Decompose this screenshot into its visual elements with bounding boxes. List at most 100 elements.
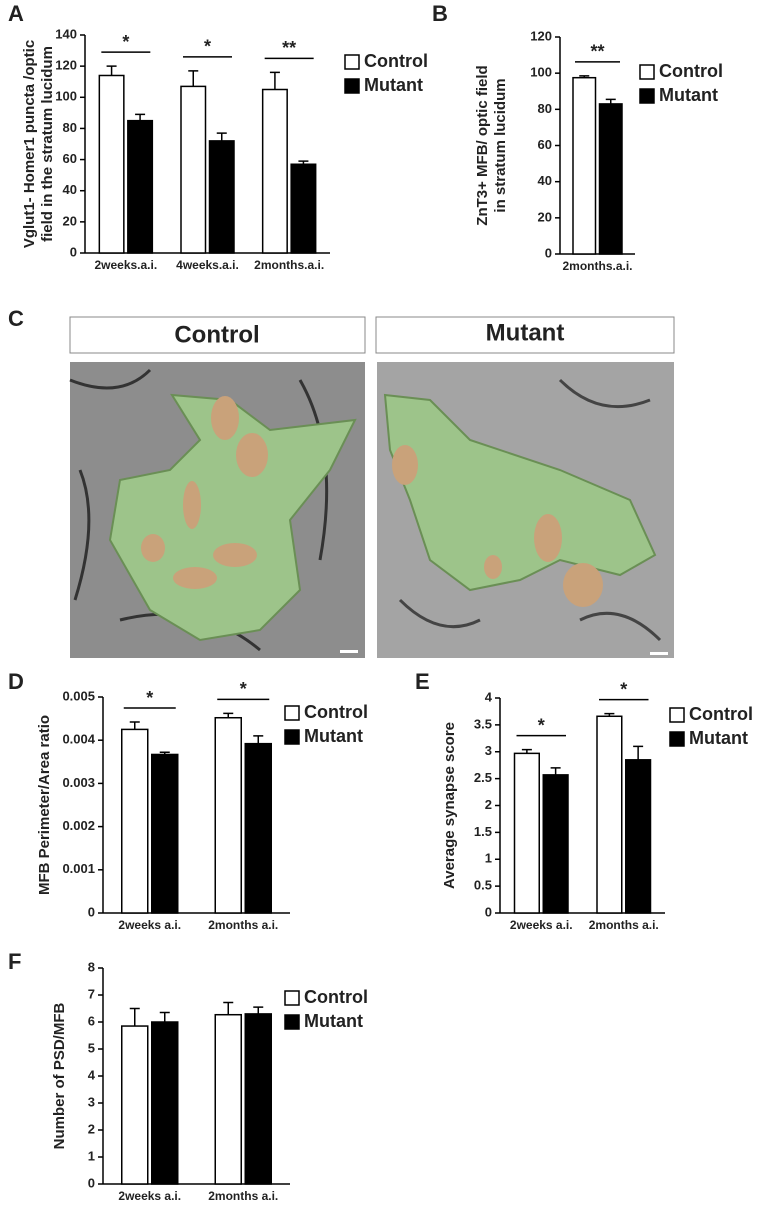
legend-swatch [639, 64, 655, 80]
bar [121, 728, 149, 914]
x-tick-label: 2months a.i. [589, 918, 659, 932]
y-tick-label: 8 [88, 959, 95, 974]
y-tick-label: 2 [485, 797, 492, 812]
legend-label: Control [304, 702, 368, 722]
bar [98, 74, 125, 254]
error-bar [223, 1001, 234, 1015]
y-tick-label: 3 [485, 743, 492, 758]
error-bar [253, 1006, 264, 1014]
y-tick-label: 1 [485, 851, 492, 866]
y-tick-label: 60 [538, 137, 552, 152]
bar [151, 753, 179, 914]
x-tick-label: 2months.a.i. [562, 259, 632, 273]
legend-swatch [284, 1014, 300, 1030]
y-tick-label: 140 [55, 26, 77, 41]
y-tick-label: 100 [530, 65, 552, 80]
micrograph-label: Mutant [486, 319, 565, 346]
error-bar [605, 98, 616, 104]
error-bar [159, 751, 170, 755]
error-bar [521, 748, 532, 754]
legend-label: Mutant [659, 85, 718, 105]
legend-label: Mutant [689, 728, 748, 748]
bar [261, 88, 288, 254]
bar [180, 85, 207, 254]
y-tick-label: 100 [55, 89, 77, 104]
y-tick-label: 0.002 [62, 818, 95, 833]
micrograph-label: Control [174, 321, 259, 348]
y-tick-label: 0 [88, 904, 95, 919]
significance-label: * [620, 679, 627, 699]
bar [596, 715, 623, 914]
y-tick-label: 80 [538, 101, 552, 116]
y-tick-label: 7 [88, 986, 95, 1001]
panel-letter: A [8, 1, 24, 26]
y-tick-label: 6 [88, 1013, 95, 1028]
bar [625, 759, 652, 914]
legend-swatch [284, 705, 300, 721]
y-tick-label: 5 [88, 1040, 95, 1055]
y-tick-label: 120 [55, 58, 77, 73]
bar [598, 103, 623, 255]
error-bar [604, 712, 615, 717]
legend-swatch [344, 54, 360, 70]
legend-label: Mutant [304, 726, 363, 746]
panel-letter: E [415, 669, 430, 694]
y-tick-label: 80 [63, 120, 77, 135]
panel-letter: C [8, 306, 24, 331]
y-axis-label: MFB Perimeter/Area ratio [36, 715, 53, 895]
y-axis-label: ZnT3+ MFB/ optic field [474, 65, 491, 225]
significance-label: * [122, 32, 129, 52]
error-bar [188, 70, 199, 87]
y-tick-label: 0.005 [62, 688, 95, 703]
y-tick-label: 0 [88, 1175, 95, 1190]
y-tick-label: 20 [538, 209, 552, 224]
y-tick-label: 4 [485, 689, 493, 704]
legend-swatch [669, 707, 685, 723]
bar [214, 1013, 242, 1185]
error-bar [135, 113, 146, 121]
micrograph [377, 362, 674, 658]
y-axis-label: in stratum lucidum [492, 78, 509, 212]
x-tick-label: 2months.a.i. [254, 258, 324, 272]
error-bar [129, 1007, 140, 1027]
y-tick-label: 0.003 [62, 775, 95, 790]
legend-swatch [639, 88, 655, 104]
legend-label: Control [304, 987, 368, 1007]
y-tick-label: 40 [63, 182, 77, 197]
y-tick-label: 4 [88, 1067, 96, 1082]
y-tick-label: 1.5 [474, 824, 492, 839]
y-tick-label: 3.5 [474, 716, 492, 731]
x-tick-label: 2weeks.a.i. [94, 258, 157, 272]
y-tick-label: 0.5 [474, 878, 492, 893]
error-bar [223, 712, 234, 718]
y-tick-label: 0 [485, 904, 492, 919]
bar [151, 1021, 179, 1185]
y-axis-label: field in the stratum lucidum [39, 46, 56, 242]
micrograph [69, 362, 365, 658]
error-bar [633, 745, 644, 760]
error-bar [216, 132, 227, 141]
y-tick-label: 60 [63, 151, 77, 166]
bar [121, 1025, 149, 1185]
y-axis-label: Average synapse score [441, 722, 458, 889]
y-tick-label: 20 [63, 213, 77, 228]
legend-swatch [284, 990, 300, 1006]
legend-label: Control [659, 61, 723, 81]
x-tick-label: 4weeks.a.i. [176, 258, 239, 272]
y-tick-label: 0.004 [62, 732, 95, 747]
legend-label: Mutant [304, 1011, 363, 1031]
y-tick-label: 40 [538, 173, 552, 188]
x-tick-label: 2months a.i. [208, 918, 278, 932]
x-tick-label: 2weeks a.i. [118, 918, 181, 932]
bar [127, 119, 154, 254]
error-bar [129, 721, 140, 730]
panel-letter: F [8, 949, 21, 974]
significance-label: * [240, 679, 247, 699]
y-tick-label: 0.001 [62, 861, 95, 876]
bar [214, 716, 242, 914]
error-bar [298, 160, 309, 165]
x-tick-label: 2weeks a.i. [118, 1189, 181, 1203]
significance-label: ** [282, 38, 296, 58]
